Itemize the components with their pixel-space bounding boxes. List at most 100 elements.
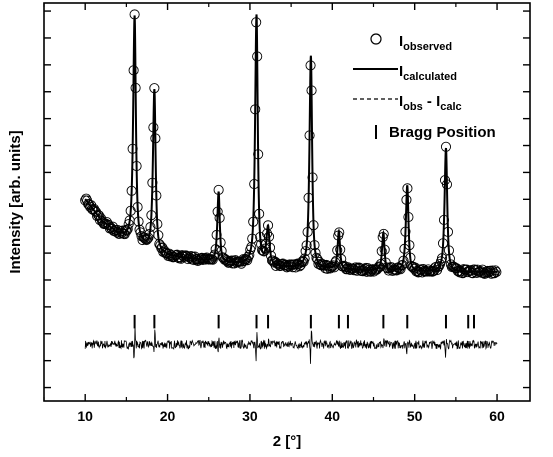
legend-difference-main: I [399, 93, 403, 110]
observed-point [244, 249, 255, 260]
observed-point [150, 133, 161, 144]
observed-point [210, 244, 221, 255]
x-tick-label: 60 [489, 408, 505, 424]
observed-point [132, 202, 143, 213]
observed-point [265, 250, 277, 261]
observed-point [301, 240, 312, 251]
observed-point [141, 234, 152, 246]
legend-difference-sub2: calc [440, 101, 461, 113]
legend-difference-label: Iobs - Icalc [399, 93, 462, 113]
observed-point [213, 184, 224, 195]
observed-point [401, 194, 412, 205]
observed-point [91, 206, 102, 218]
observed-point [246, 241, 257, 253]
plot-frame [43, 2, 531, 402]
observed-point [436, 253, 448, 264]
observed-point [405, 252, 416, 263]
observed-point [127, 143, 138, 154]
observed-point [304, 130, 315, 141]
observed-point [250, 104, 261, 115]
observed-point [107, 221, 118, 232]
observed-point [299, 253, 310, 264]
observed-point [331, 255, 342, 266]
observed-point [306, 85, 317, 96]
observed-point [325, 263, 336, 274]
observed-point [254, 208, 265, 219]
observed-point [131, 161, 142, 172]
observed-point [402, 183, 413, 194]
observed-point [151, 190, 162, 201]
observed-point [378, 228, 389, 239]
y-axis-label: Intensity [arb. units] [7, 130, 24, 273]
x-tick-label: 30 [242, 408, 258, 424]
x-tick-label: 40 [325, 408, 341, 424]
observed-point [215, 237, 226, 248]
observed-point [442, 226, 454, 237]
observed-point [404, 240, 415, 251]
observed-point [142, 233, 153, 245]
observed-point [334, 227, 345, 238]
legend-bragg-main: Bragg Position [389, 124, 496, 141]
observed-point [297, 255, 308, 266]
observed-point [438, 214, 450, 225]
legend-difference-main2: - I [423, 93, 441, 110]
observed-point [400, 226, 411, 237]
axis-layer: 10 20 30 40 50 60 [43, 3, 530, 424]
legend-observed-label: Iobserved [399, 33, 452, 53]
observed-point [302, 227, 313, 238]
observed-point [249, 178, 260, 190]
observed-point [441, 179, 453, 190]
observed-point [491, 266, 502, 278]
legend-bragg-label: Bragg Position [389, 124, 496, 141]
observed-point [146, 210, 157, 221]
observed-layer [80, 9, 502, 279]
observed-point [253, 149, 264, 160]
observed-point [261, 238, 272, 249]
observed-point [149, 83, 160, 94]
observed-point [443, 245, 455, 256]
observed-point [251, 17, 262, 28]
observed-point [123, 219, 134, 230]
legend-observed-sub: observed [403, 41, 452, 53]
observed-point [143, 232, 154, 243]
observed-point [247, 233, 258, 244]
observed-point [243, 251, 254, 262]
observed-point [379, 244, 390, 255]
observed-point [128, 65, 139, 76]
observed-point [148, 122, 159, 133]
observed-point [403, 211, 414, 223]
difference-curve [84, 325, 498, 364]
observed-point [490, 265, 501, 276]
observed-point [133, 216, 144, 227]
observed-point [336, 253, 347, 265]
observed-point [263, 231, 275, 242]
legend: Iobserved Icalculated Iobs - Icalc Bragg… [353, 33, 496, 141]
bragg-layer [133, 314, 475, 329]
x-tick-label: 50 [407, 408, 423, 424]
observed-point [145, 222, 156, 233]
difference-layer [84, 325, 498, 364]
observed-point [308, 220, 319, 231]
legend-calculated-main: I [399, 63, 403, 80]
observed-point [264, 242, 276, 253]
observed-point [214, 212, 225, 223]
observed-point [440, 141, 452, 152]
observed-point [216, 245, 227, 256]
legend-observed-marker [370, 33, 382, 45]
observed-point [396, 260, 407, 271]
legend-difference-sub: obs [403, 101, 423, 113]
observed-point [307, 172, 318, 183]
x-tick-label: 10 [77, 408, 93, 424]
observed-point [303, 192, 314, 203]
observed-point [305, 60, 316, 71]
observed-point [437, 238, 449, 249]
observed-point [310, 247, 321, 259]
x-tick-label: 20 [160, 408, 176, 424]
observed-point [398, 255, 409, 266]
observed-point [157, 242, 168, 253]
observed-point [252, 51, 263, 62]
observed-point [126, 185, 137, 196]
observed-point [309, 240, 320, 251]
observed-point [248, 216, 259, 227]
